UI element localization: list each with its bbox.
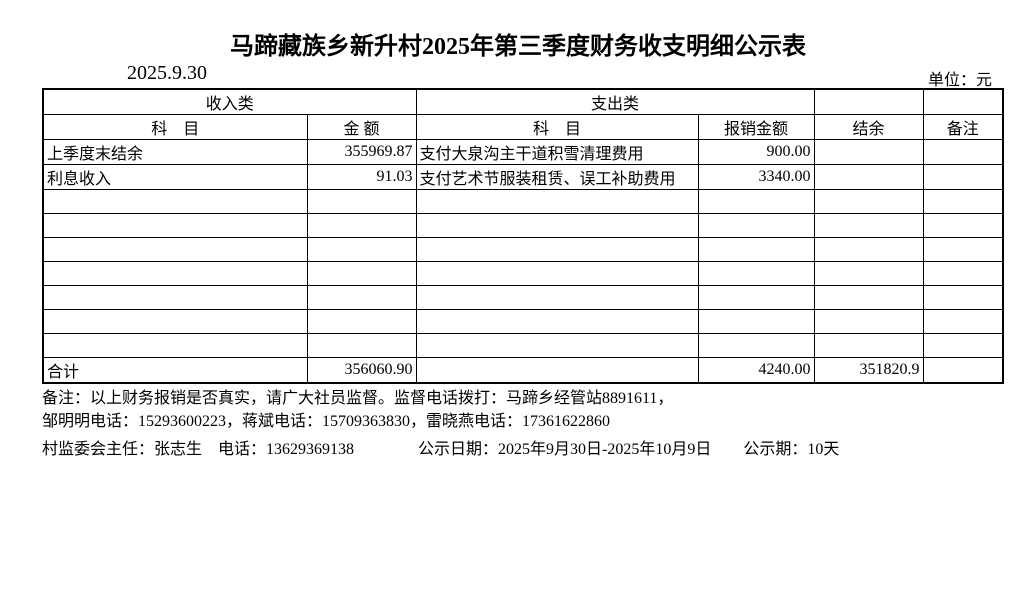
footer-note-publicity: 村监委会主任：张志生 电话：13629369138 公示日期：2025年9月30… bbox=[42, 441, 840, 458]
remark-cell bbox=[922, 139, 1004, 165]
expense-group-header: 支出类 bbox=[415, 88, 815, 115]
expense-subject-header: 科 目 bbox=[415, 114, 699, 140]
income-amount-cell bbox=[306, 237, 417, 262]
total-remark-cell bbox=[922, 357, 1004, 384]
table-row bbox=[42, 261, 1004, 286]
remark-cell bbox=[922, 333, 1004, 358]
expense-amount-cell: 3340.00 bbox=[697, 164, 815, 190]
table-row: 利息收入 91.03 支付艺术节服装租赁、误工补助费用 3340.00 bbox=[42, 164, 1004, 190]
expense-subject-cell: 支付大泉沟主干道积雪清理费用 bbox=[415, 139, 699, 165]
expense-subject-cell bbox=[415, 333, 699, 358]
expense-amount-cell bbox=[697, 261, 815, 286]
table-row bbox=[42, 189, 1004, 214]
income-subject-cell: 利息收入 bbox=[42, 164, 308, 190]
balance-cell bbox=[813, 139, 924, 165]
expense-subject-cell bbox=[415, 285, 699, 310]
income-subject-cell bbox=[42, 333, 308, 358]
balance-cell bbox=[813, 333, 924, 358]
total-income-amount-cell: 356060.90 bbox=[306, 357, 417, 384]
total-label-cell: 合计 bbox=[42, 357, 308, 384]
balance-cell bbox=[813, 213, 924, 238]
remark-header: 备注 bbox=[922, 114, 1004, 140]
expense-subject-cell bbox=[415, 189, 699, 214]
balance-cell bbox=[813, 309, 924, 334]
income-amount-cell bbox=[306, 285, 417, 310]
remark-cell bbox=[922, 285, 1004, 310]
expense-subject-cell: 支付艺术节服装租赁、误工补助费用 bbox=[415, 164, 699, 190]
income-group-header: 收入类 bbox=[42, 88, 417, 115]
expense-amount-cell bbox=[697, 213, 815, 238]
income-amount-cell bbox=[306, 189, 417, 214]
expense-amount-cell bbox=[697, 333, 815, 358]
balance-cell bbox=[813, 164, 924, 190]
balance-cell bbox=[813, 261, 924, 286]
total-expense-subject-cell bbox=[415, 357, 699, 384]
expense-subject-cell bbox=[415, 261, 699, 286]
unit-label: 单位：元 bbox=[927, 72, 992, 89]
expense-subject-cell bbox=[415, 213, 699, 238]
remark-cell bbox=[922, 164, 1004, 190]
total-balance-cell: 351820.9 bbox=[813, 357, 924, 384]
remark-cell bbox=[922, 213, 1004, 238]
income-subject-cell bbox=[42, 237, 308, 262]
income-amount-cell: 355969.87 bbox=[306, 139, 417, 165]
income-subject-cell bbox=[42, 189, 308, 214]
table-row bbox=[42, 309, 1004, 334]
income-subject-cell bbox=[42, 261, 308, 286]
expense-amount-cell bbox=[697, 285, 815, 310]
expense-amount-cell bbox=[697, 309, 815, 334]
footer-notes: 备注：以上财务报销是否真实，请广大社员监督。监督电话拨打：马蹄乡经管站88916… bbox=[42, 387, 1012, 461]
footer-note-supervision: 备注：以上财务报销是否真实，请广大社员监督。监督电话拨打：马蹄乡经管站88916… bbox=[42, 390, 674, 407]
balance-group-cell bbox=[813, 88, 924, 115]
finance-table: 收入类 支出类 科 目 金 额 科 目 报销金额 结余 备注 上季度末结余 35… bbox=[42, 88, 1005, 384]
balance-header: 结余 bbox=[813, 114, 924, 140]
income-amount-cell bbox=[306, 261, 417, 286]
balance-cell bbox=[813, 237, 924, 262]
table-row: 上季度末结余 355969.87 支付大泉沟主干道积雪清理费用 900.00 bbox=[42, 139, 1004, 165]
expense-amount-cell bbox=[697, 189, 815, 214]
income-amount-cell bbox=[306, 333, 417, 358]
income-amount-cell: 91.03 bbox=[306, 164, 417, 190]
income-subject-cell bbox=[42, 309, 308, 334]
income-subject-cell: 上季度末结余 bbox=[42, 139, 308, 165]
footer-note-phones: 邹明明电话：15293600223，蒋斌电话：15709363830，雷晓燕电话… bbox=[42, 413, 611, 430]
remark-group-cell bbox=[922, 88, 1004, 115]
income-subject-cell bbox=[42, 285, 308, 310]
balance-cell bbox=[813, 285, 924, 310]
remark-cell bbox=[922, 309, 1004, 334]
income-amount-cell bbox=[306, 309, 417, 334]
income-subject-header: 科 目 bbox=[42, 114, 308, 140]
expense-amount-cell: 900.00 bbox=[697, 139, 815, 165]
table-row bbox=[42, 285, 1004, 310]
table-row bbox=[42, 237, 1004, 262]
remark-cell bbox=[922, 237, 1004, 262]
remark-cell bbox=[922, 261, 1004, 286]
column-header-row: 科 目 金 额 科 目 报销金额 结余 备注 bbox=[42, 114, 1004, 140]
expense-subject-cell bbox=[415, 309, 699, 334]
table-row bbox=[42, 213, 1004, 238]
income-amount-cell bbox=[306, 213, 417, 238]
balance-cell bbox=[813, 189, 924, 214]
income-subject-cell bbox=[42, 213, 308, 238]
table-row bbox=[42, 333, 1004, 358]
report-date: 2025.9.30 bbox=[127, 62, 207, 84]
group-header-row: 收入类 支出类 bbox=[42, 88, 1004, 115]
expense-amount-header: 报销金额 bbox=[697, 114, 815, 140]
income-amount-header: 金 额 bbox=[306, 114, 417, 140]
page-title: 马蹄藏族乡新升村2025年第三季度财务收支明细公示表 bbox=[230, 34, 806, 60]
total-expense-amount-cell: 4240.00 bbox=[697, 357, 815, 384]
remark-cell bbox=[922, 189, 1004, 214]
total-row: 合计 356060.90 4240.00 351820.9 bbox=[42, 357, 1004, 384]
expense-subject-cell bbox=[415, 237, 699, 262]
expense-amount-cell bbox=[697, 237, 815, 262]
